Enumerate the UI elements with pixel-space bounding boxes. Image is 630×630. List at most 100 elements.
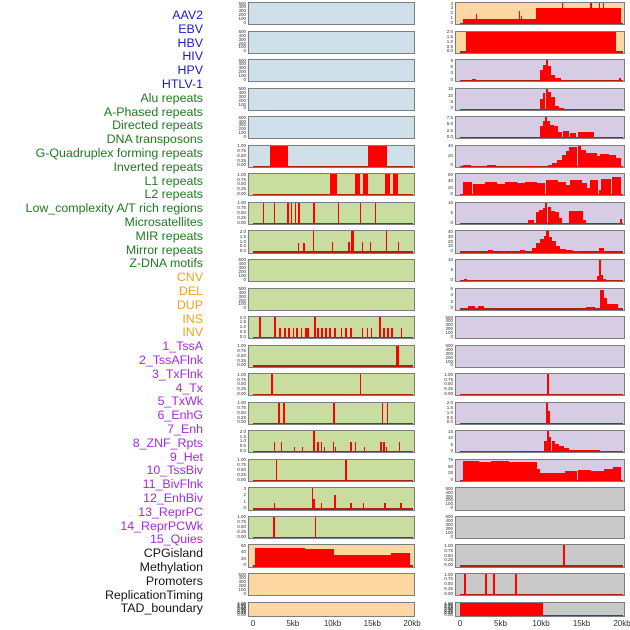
y-axis-tick: 400: [238, 575, 246, 581]
track-plot-7-enh: [455, 230, 625, 254]
y-axis-tick: 1.0: [446, 38, 453, 44]
signal-bar: [615, 158, 622, 167]
signal-bar: [287, 202, 289, 225]
signal-baseline: [253, 422, 413, 424]
y-axis-tick: 0: [450, 476, 453, 482]
signal-bar: [565, 184, 570, 196]
signal-bar: [547, 207, 552, 225]
y-axis-tick: 0.5: [239, 443, 246, 449]
signal-bar: [557, 181, 566, 196]
signal-bar: [317, 327, 319, 339]
track-label-1-tssa: 1_TssA: [162, 339, 203, 354]
signal-bar: [598, 189, 601, 196]
signal-bar: [279, 327, 281, 339]
y-axis-tick: 1.00: [237, 143, 246, 149]
y-axis-tick: 400: [445, 518, 453, 524]
track-label-z-dna-motifs: Z-DNA motifs: [129, 256, 203, 271]
signal-bar: [603, 278, 607, 282]
signal-bar: [611, 177, 622, 196]
track-label-htlv-1: HTLV-1: [161, 77, 203, 91]
signal-bar: [569, 147, 578, 167]
track-plot-replicationtiming: [455, 573, 625, 597]
track-label-7-enh: 7_Enh: [167, 422, 203, 436]
y-axis-tick: 0.50: [237, 181, 246, 187]
y-axis-tick: 0.5: [446, 414, 453, 420]
signal-baseline: [253, 394, 413, 396]
signal-bar: [465, 31, 617, 53]
y-axis-tick: 0.50: [444, 381, 453, 387]
signal-bar: [479, 462, 492, 481]
y-axis-tick: 0.50: [444, 606, 453, 612]
y-axis-tick: 40: [447, 178, 453, 184]
signal-bar: [493, 574, 496, 596]
signal-bar: [515, 574, 518, 596]
y-axis-tick: 100: [445, 501, 453, 507]
y-axis-tick: 0.50: [237, 409, 246, 415]
y-axis-tick: 0: [243, 562, 246, 568]
y-axis-tick: 1.00: [237, 343, 246, 349]
y-axis-tick: 300: [238, 293, 246, 299]
y-axis-tick: 15: [447, 86, 453, 92]
track-plot-promoters: [455, 544, 625, 568]
signal-bar: [565, 471, 578, 481]
y-axis-tick: 100: [238, 44, 246, 50]
track-plot-mir-repeats: [248, 458, 415, 482]
track-plot-5-txwk: [455, 173, 625, 197]
signal-bar: [540, 473, 554, 481]
signal-bar: [278, 402, 280, 424]
track-plot-htlv-1: [248, 144, 415, 168]
track-label-aav2: AAV2: [172, 8, 203, 22]
y-axis-tick: 500: [445, 314, 453, 320]
y-axis-tick: 0.75: [237, 148, 246, 154]
signal-bar: [575, 250, 582, 253]
track-label-low-complexity-a-t-rich-regions: Low_complexity A/T rich regions: [25, 201, 203, 216]
signal-bar: [562, 545, 565, 567]
y-axis-tick: 5: [450, 209, 453, 215]
y-axis-tick: 1.0: [239, 238, 246, 244]
y-axis-tick: 0.75: [237, 519, 246, 525]
signal-bar: [311, 488, 314, 510]
signal-bar: [563, 447, 570, 453]
signal-bar: [383, 441, 385, 453]
y-axis-tick: 200: [238, 297, 246, 303]
track-plot-6-enhg: [455, 201, 625, 226]
signal-bar: [351, 231, 354, 253]
y-axis-tick: 3: [243, 485, 246, 491]
y-axis-tick: 0.25: [444, 557, 453, 563]
signal-bar: [369, 241, 372, 253]
signal-bar: [462, 461, 479, 481]
y-axis-tick: 400: [445, 346, 453, 352]
y-axis-tick: 0.75: [237, 462, 246, 468]
track-label-del: DEL: [178, 284, 203, 298]
signal-bar: [335, 447, 337, 453]
signal-bar: [586, 132, 594, 139]
track-label-a-phased-repeats: A-Phased repeats: [103, 104, 203, 119]
y-axis-tick: 0.00: [237, 533, 246, 539]
x-axis-tick: 0: [457, 619, 463, 628]
signal-bar: [522, 462, 537, 481]
signal-bar: [558, 217, 562, 225]
track-plot-hpv: [248, 116, 415, 140]
signal-bar: [600, 290, 605, 310]
y-axis-tick: 100: [445, 329, 453, 335]
y-axis-tick: 10: [447, 243, 453, 249]
track-plot-cpgisland: [455, 487, 625, 511]
y-axis-tick: 500: [238, 86, 246, 92]
y-axis-tick: 0.00: [237, 476, 246, 482]
signal-bar: [386, 402, 389, 424]
y-axis-tick: 1.00: [444, 543, 453, 548]
y-axis-tick: 0: [450, 191, 453, 196]
y-axis-tick: 400: [445, 489, 453, 495]
y-axis-tick: 400: [238, 32, 246, 38]
signal-bar: [536, 243, 541, 253]
signal-bar: [540, 238, 544, 253]
y-axis-tick: 20: [447, 238, 453, 244]
signal-bar: [598, 259, 601, 282]
track-label-methylation: Methylation: [139, 560, 203, 574]
y-axis-tick: 0.75: [237, 603, 246, 609]
track-label-inverted-repeats: Inverted repeats: [113, 159, 203, 174]
signal-bar: [475, 165, 482, 167]
track-label-cnv: CNV: [176, 270, 203, 285]
signal-bar: [297, 243, 300, 253]
